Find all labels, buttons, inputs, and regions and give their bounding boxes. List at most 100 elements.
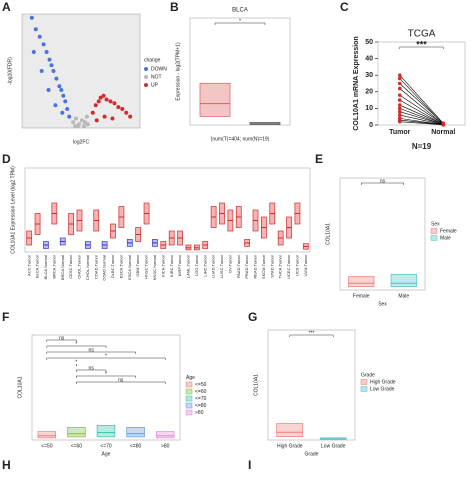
x-tick-label: UCEC.Tumor — [286, 254, 291, 279]
pair-line — [399, 104, 444, 125]
significance: * — [75, 341, 77, 347]
legend-swatch — [144, 67, 148, 71]
point — [84, 114, 89, 119]
point — [85, 122, 90, 127]
plot-area — [267, 329, 356, 441]
box — [249, 121, 281, 125]
x-tick-label: LIHC.Tumor — [202, 254, 207, 276]
x-tick-label: KIRP.Tumor — [177, 254, 182, 276]
legend-swatch — [144, 75, 148, 79]
point — [46, 88, 51, 92]
point — [102, 114, 107, 119]
panel-label: I — [248, 458, 251, 472]
x-tick-label: <=50 — [41, 443, 53, 449]
point — [397, 81, 402, 86]
bracket — [399, 46, 444, 49]
point — [76, 124, 81, 129]
plot-area — [31, 334, 181, 441]
panel-label: D — [2, 152, 11, 166]
x-axis-label: Age — [102, 451, 111, 457]
box — [390, 273, 417, 287]
point — [112, 101, 117, 106]
x-tick-label: COAD.Tumor — [93, 254, 98, 279]
point — [53, 103, 58, 108]
significance: * — [239, 18, 241, 24]
point — [82, 120, 87, 125]
pair-line — [399, 83, 444, 124]
point — [63, 99, 68, 104]
legend-swatch — [185, 402, 193, 409]
x-tick-label: HNSC.Tumor — [144, 254, 149, 279]
point — [397, 103, 402, 107]
chart-title: TCGA — [408, 29, 436, 40]
legend-label: Female — [440, 228, 457, 234]
x-tick-label: Low Grade — [321, 443, 346, 449]
point — [397, 113, 402, 117]
legend-swatch — [185, 409, 193, 416]
legend-swatch — [430, 235, 438, 241]
x-tick-label: ESCA.Tumor — [118, 254, 123, 278]
x-tick-label: Tumor — [389, 129, 411, 136]
box — [348, 276, 375, 287]
point — [67, 114, 72, 119]
x-tick-label: <=80 — [130, 443, 142, 449]
y-axis-label: -log10(FDR) — [7, 57, 13, 85]
point — [49, 63, 54, 68]
x-tick-label: PRAD.Tumor — [244, 254, 249, 278]
legend-label: DOWN — [151, 66, 167, 72]
y-axis-label: COL10A1 — [325, 223, 331, 245]
plot-area — [189, 17, 291, 126]
y-tick-label: 20 — [365, 89, 373, 96]
significance: ns — [89, 347, 95, 353]
x-tick-label: UCS.Tumor — [294, 254, 299, 276]
legend-label: Low Grade — [370, 386, 395, 392]
point — [124, 110, 129, 115]
point — [29, 15, 34, 20]
legend-label: <=60 — [195, 389, 207, 395]
plot-area — [339, 177, 426, 291]
point — [397, 98, 402, 102]
legend-swatch — [185, 381, 193, 388]
x-tick-label: PAAD.Tumor — [236, 254, 241, 278]
legend-label: <=50 — [195, 382, 207, 388]
legend-swatch — [185, 388, 193, 395]
y-tick-label: 10 — [365, 105, 373, 112]
significance: ns — [59, 335, 65, 341]
pair-line — [399, 114, 444, 125]
point — [54, 76, 59, 81]
point — [90, 110, 95, 115]
x-tick-label: High Grade — [277, 443, 303, 449]
panel-label: B — [170, 0, 179, 14]
legend-title: Grade — [361, 372, 375, 378]
x-tick-label: LAML.Tumor — [186, 254, 191, 278]
panel-label: G — [248, 310, 257, 324]
x-tick-label: BLCA.Normal — [43, 255, 48, 280]
x-axis-label: Grade — [305, 451, 319, 457]
point — [397, 73, 402, 77]
bracket — [76, 369, 107, 372]
point — [397, 93, 402, 97]
panel-label: H — [2, 458, 11, 472]
y-tick-label: 30 — [365, 72, 373, 79]
point — [33, 27, 38, 32]
legend-swatch — [185, 395, 193, 402]
point — [397, 109, 402, 114]
footnote: N=19 — [412, 142, 432, 151]
point — [397, 76, 402, 81]
y-axis-label: Expression - log2(TPM+1) — [175, 42, 181, 101]
point — [94, 118, 99, 123]
point — [128, 114, 133, 119]
x-tick-label: KIRC.Tumor — [169, 254, 174, 277]
point — [98, 95, 103, 100]
legend-label: Male — [440, 235, 451, 241]
legend-title: Age — [186, 375, 195, 381]
point — [441, 123, 446, 127]
legend-label: NOT — [151, 74, 162, 80]
plot-area — [24, 167, 311, 253]
point — [101, 93, 106, 98]
legend-swatch — [360, 379, 368, 385]
point — [61, 93, 66, 98]
x-tick-label: HNSC.Normal — [152, 255, 157, 280]
x-tick-label: LUSC.Tumor — [219, 254, 224, 278]
point — [44, 50, 49, 54]
